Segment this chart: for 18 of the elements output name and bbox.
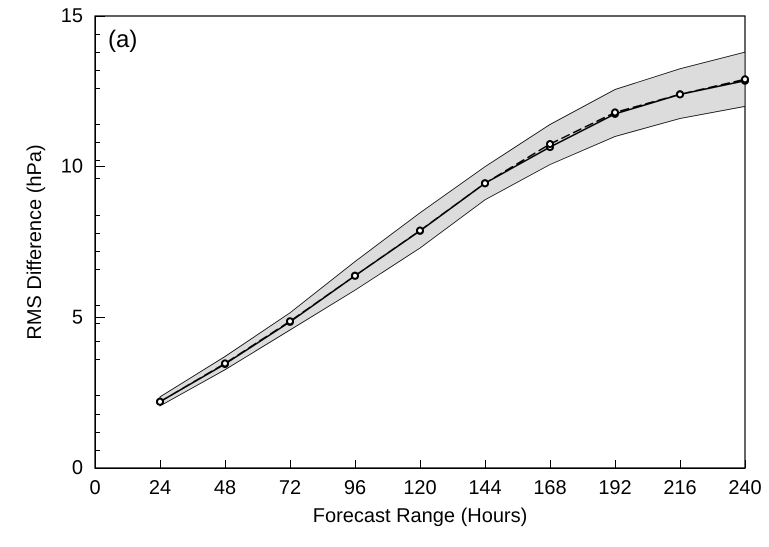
x-tick-label: 48 [214,477,236,499]
x-axis-title: Forecast Range (Hours) [312,505,528,527]
y-tick-label: 0 [72,457,83,479]
annotation: (a) [108,26,138,54]
x-tick-label: 0 [89,477,101,499]
x-tick-label: 24 [148,477,172,499]
x-tick-label: 168 [533,477,567,499]
x-tick-label: 96 [344,477,366,499]
x-tick-label: 216 [663,477,697,499]
x-tick-label: 120 [403,477,437,499]
x-tick-label: 192 [598,477,632,499]
x-tick-label: 144 [468,477,502,499]
y-axis-title: RMS Difference (hPa) [24,144,46,340]
x-tick-label: 240 [728,477,762,499]
x-tick-label: 72 [278,477,302,499]
y-tick-label: 5 [72,306,83,328]
y-tick-label: 15 [60,5,83,27]
y-tick-label: 10 [60,156,83,178]
